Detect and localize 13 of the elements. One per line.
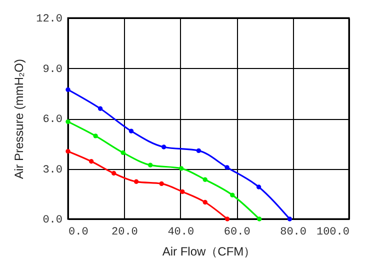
y-tick-label: 6.0 [42, 114, 62, 126]
x-tick-label: 20.0 [111, 226, 138, 238]
y-tick-label: 0.0 [42, 214, 62, 226]
x-tick-label: 40.0 [168, 226, 194, 238]
y-tick-label: 9.0 [42, 64, 62, 76]
y-axis-title: Air Pressure (mmH₂O) [12, 59, 26, 179]
x-tick-label: 100.0 [316, 226, 350, 238]
y-tick-label: 3.0 [42, 164, 62, 176]
x-tick-label: 60.0 [224, 226, 250, 238]
x-tick-label: 80.0 [280, 226, 307, 238]
y-tick-label: 12.0 [36, 14, 62, 26]
x-axis-title: Air Flow（CFM） [162, 244, 256, 258]
x-tick-label: 0.0 [68, 226, 88, 238]
